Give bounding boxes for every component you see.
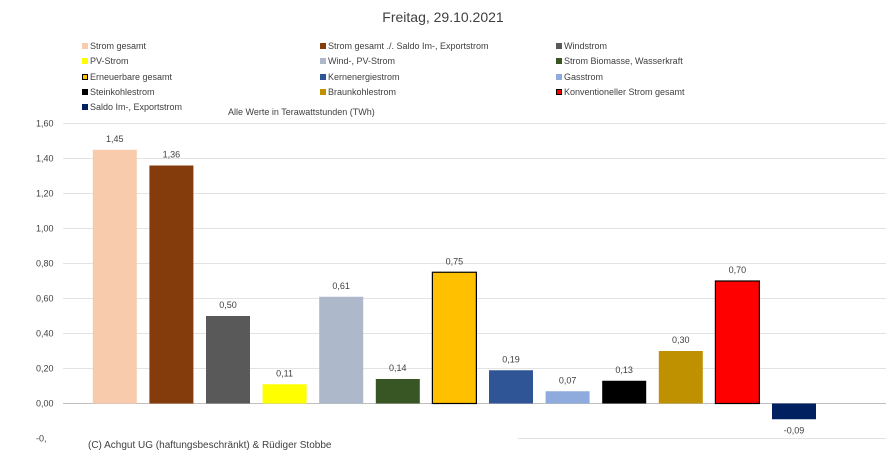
bar — [149, 165, 194, 404]
y-tick-label: 1,20 — [36, 189, 54, 199]
y-tick-label: 1,00 — [36, 224, 54, 234]
y-tick-label: 1,40 — [36, 154, 54, 164]
chart-subtitle: Alle Werte in Terawattstunden (TWh) — [228, 107, 375, 117]
legend-swatch — [82, 58, 88, 65]
legend-swatch — [320, 58, 326, 65]
bar — [602, 380, 647, 404]
bar — [206, 316, 250, 404]
legend-swatch — [82, 88, 88, 95]
y-tick-label: 0,00 — [36, 399, 54, 409]
bar — [489, 370, 533, 404]
bar — [92, 149, 137, 404]
legend-swatch — [556, 88, 562, 95]
data-label: 0,13 — [615, 365, 633, 375]
legend-swatch — [320, 43, 326, 49]
legend-label: PV-Strom — [90, 56, 129, 67]
bar — [375, 379, 420, 404]
legend-swatch — [556, 43, 562, 49]
bar — [431, 271, 477, 405]
legend-swatch — [320, 73, 326, 80]
data-label: 0,75 — [446, 256, 464, 266]
legend-label: Erneuerbare gesamt — [90, 71, 173, 82]
bar — [319, 296, 364, 404]
y-tick-label: 0,20 — [36, 364, 54, 374]
legend-swatch — [320, 88, 326, 95]
data-label: 0,11 — [276, 368, 293, 378]
data-label: 0,14 — [389, 363, 407, 373]
y-tick-label: 0,60 — [36, 294, 54, 304]
legend-swatch — [556, 73, 562, 80]
bar — [772, 403, 816, 420]
legend-swatch — [556, 58, 562, 65]
data-label: 1,36 — [163, 150, 181, 160]
bar — [545, 391, 590, 404]
legend-label: Strom gesamt ./. Saldo Im-, Exportstrom — [328, 41, 489, 51]
legend-label: Gasstrom — [564, 71, 604, 82]
legend-swatch — [82, 104, 88, 111]
legend-swatch — [82, 43, 88, 49]
bar — [262, 384, 307, 404]
chart-title: Freitag, 29.10.2021 — [382, 9, 504, 25]
legend-label: Braunkohlestrom — [328, 86, 397, 97]
y-tick-label: 1,60 — [36, 119, 54, 129]
legend-swatch — [82, 73, 88, 80]
data-label: 0,61 — [332, 281, 350, 291]
data-label: 0,50 — [219, 300, 237, 310]
y-tick-label: 0,40 — [36, 329, 54, 339]
data-label: 0,07 — [559, 375, 577, 385]
data-label: 1,45 — [106, 134, 124, 144]
credit-text: (C) Achgut UG (haftungsbeschränkt) & Rüd… — [88, 440, 332, 451]
y-tick-label: -0, — [36, 434, 47, 444]
data-label: -0,09 — [784, 425, 805, 435]
bar — [714, 280, 761, 405]
data-label: 0,70 — [729, 265, 747, 275]
legend-label: Steinkohlestrom — [90, 86, 155, 97]
y-tick-label: 0,80 — [36, 259, 54, 269]
legend-label: Saldo Im-, Exportstrom — [90, 102, 183, 113]
legend-label: Strom Biomasse, Wasserkraft — [564, 56, 683, 67]
data-label: 0,30 — [672, 335, 690, 345]
legend-label: Wind-, PV-Strom — [328, 56, 396, 67]
bar — [658, 351, 703, 404]
legend-label: Windstrom — [564, 41, 608, 51]
data-label: 0,19 — [502, 354, 520, 364]
legend-label: Konventioneller Strom gesamt — [564, 86, 685, 97]
legend-label: Kernenergiestrom — [328, 71, 400, 82]
legend-label: Strom gesamt — [90, 41, 147, 51]
